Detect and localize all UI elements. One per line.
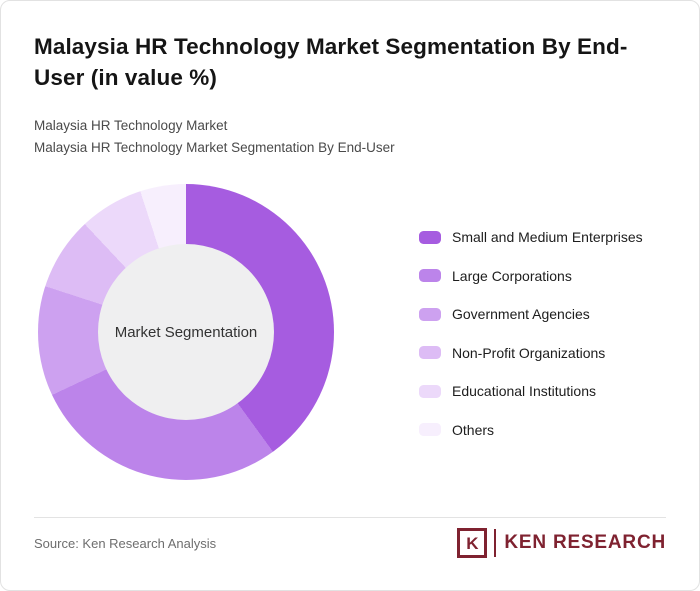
legend-swatch [419, 307, 441, 321]
legend-swatch [419, 346, 441, 359]
legend-item-4: Non-Profit Organizations [419, 344, 643, 361]
subtitle-line-2: Malaysia HR Technology Market Segmentati… [34, 139, 395, 155]
legend-label: Others [452, 421, 495, 438]
page-title: Malaysia HR Technology Market Segmentati… [34, 34, 628, 91]
source-text: Source: Ken Research Analysis [34, 535, 217, 551]
legend-item-6: Others [419, 421, 643, 438]
ken-research-logo-mark: K [457, 528, 488, 558]
legend-label: Small and Medium Enterprises [452, 229, 643, 245]
donut-center: Market Segmentation [98, 244, 274, 420]
legend-swatch [419, 384, 441, 398]
donut-center-label: Market Segmentation [114, 323, 258, 341]
legend-swatch [419, 269, 441, 282]
subtitle-line-1: Malaysia HR Technology Market [34, 118, 228, 133]
logo-divider [494, 529, 497, 557]
legend-label: Educational Institutions [452, 383, 596, 399]
legend-label: Large Corporations [452, 267, 572, 284]
legend-item-5: Educational Institutions [419, 383, 643, 399]
footer-divider [34, 517, 666, 518]
legend-swatch [419, 230, 441, 244]
subtitle-block: Malaysia HR Technology Market Malaysia H… [34, 115, 395, 158]
legend: Small and Medium Enterprises Large Corpor… [419, 229, 643, 438]
donut-chart: Market Segmentation [38, 184, 334, 480]
legend-label: Non-Profit Organizations [452, 344, 606, 361]
brand-name: Ken Research [504, 532, 666, 553]
legend-item-3: Government Agencies [419, 306, 643, 322]
footer: Source: Ken Research Analysis K Ken Rese… [34, 525, 666, 561]
legend-swatch [419, 423, 441, 436]
ken-research-logo: K Ken Research [457, 528, 666, 558]
legend-label: Government Agencies [452, 306, 590, 322]
legend-item-1: Small and Medium Enterprises [419, 229, 643, 245]
legend-item-2: Large Corporations [419, 267, 643, 284]
